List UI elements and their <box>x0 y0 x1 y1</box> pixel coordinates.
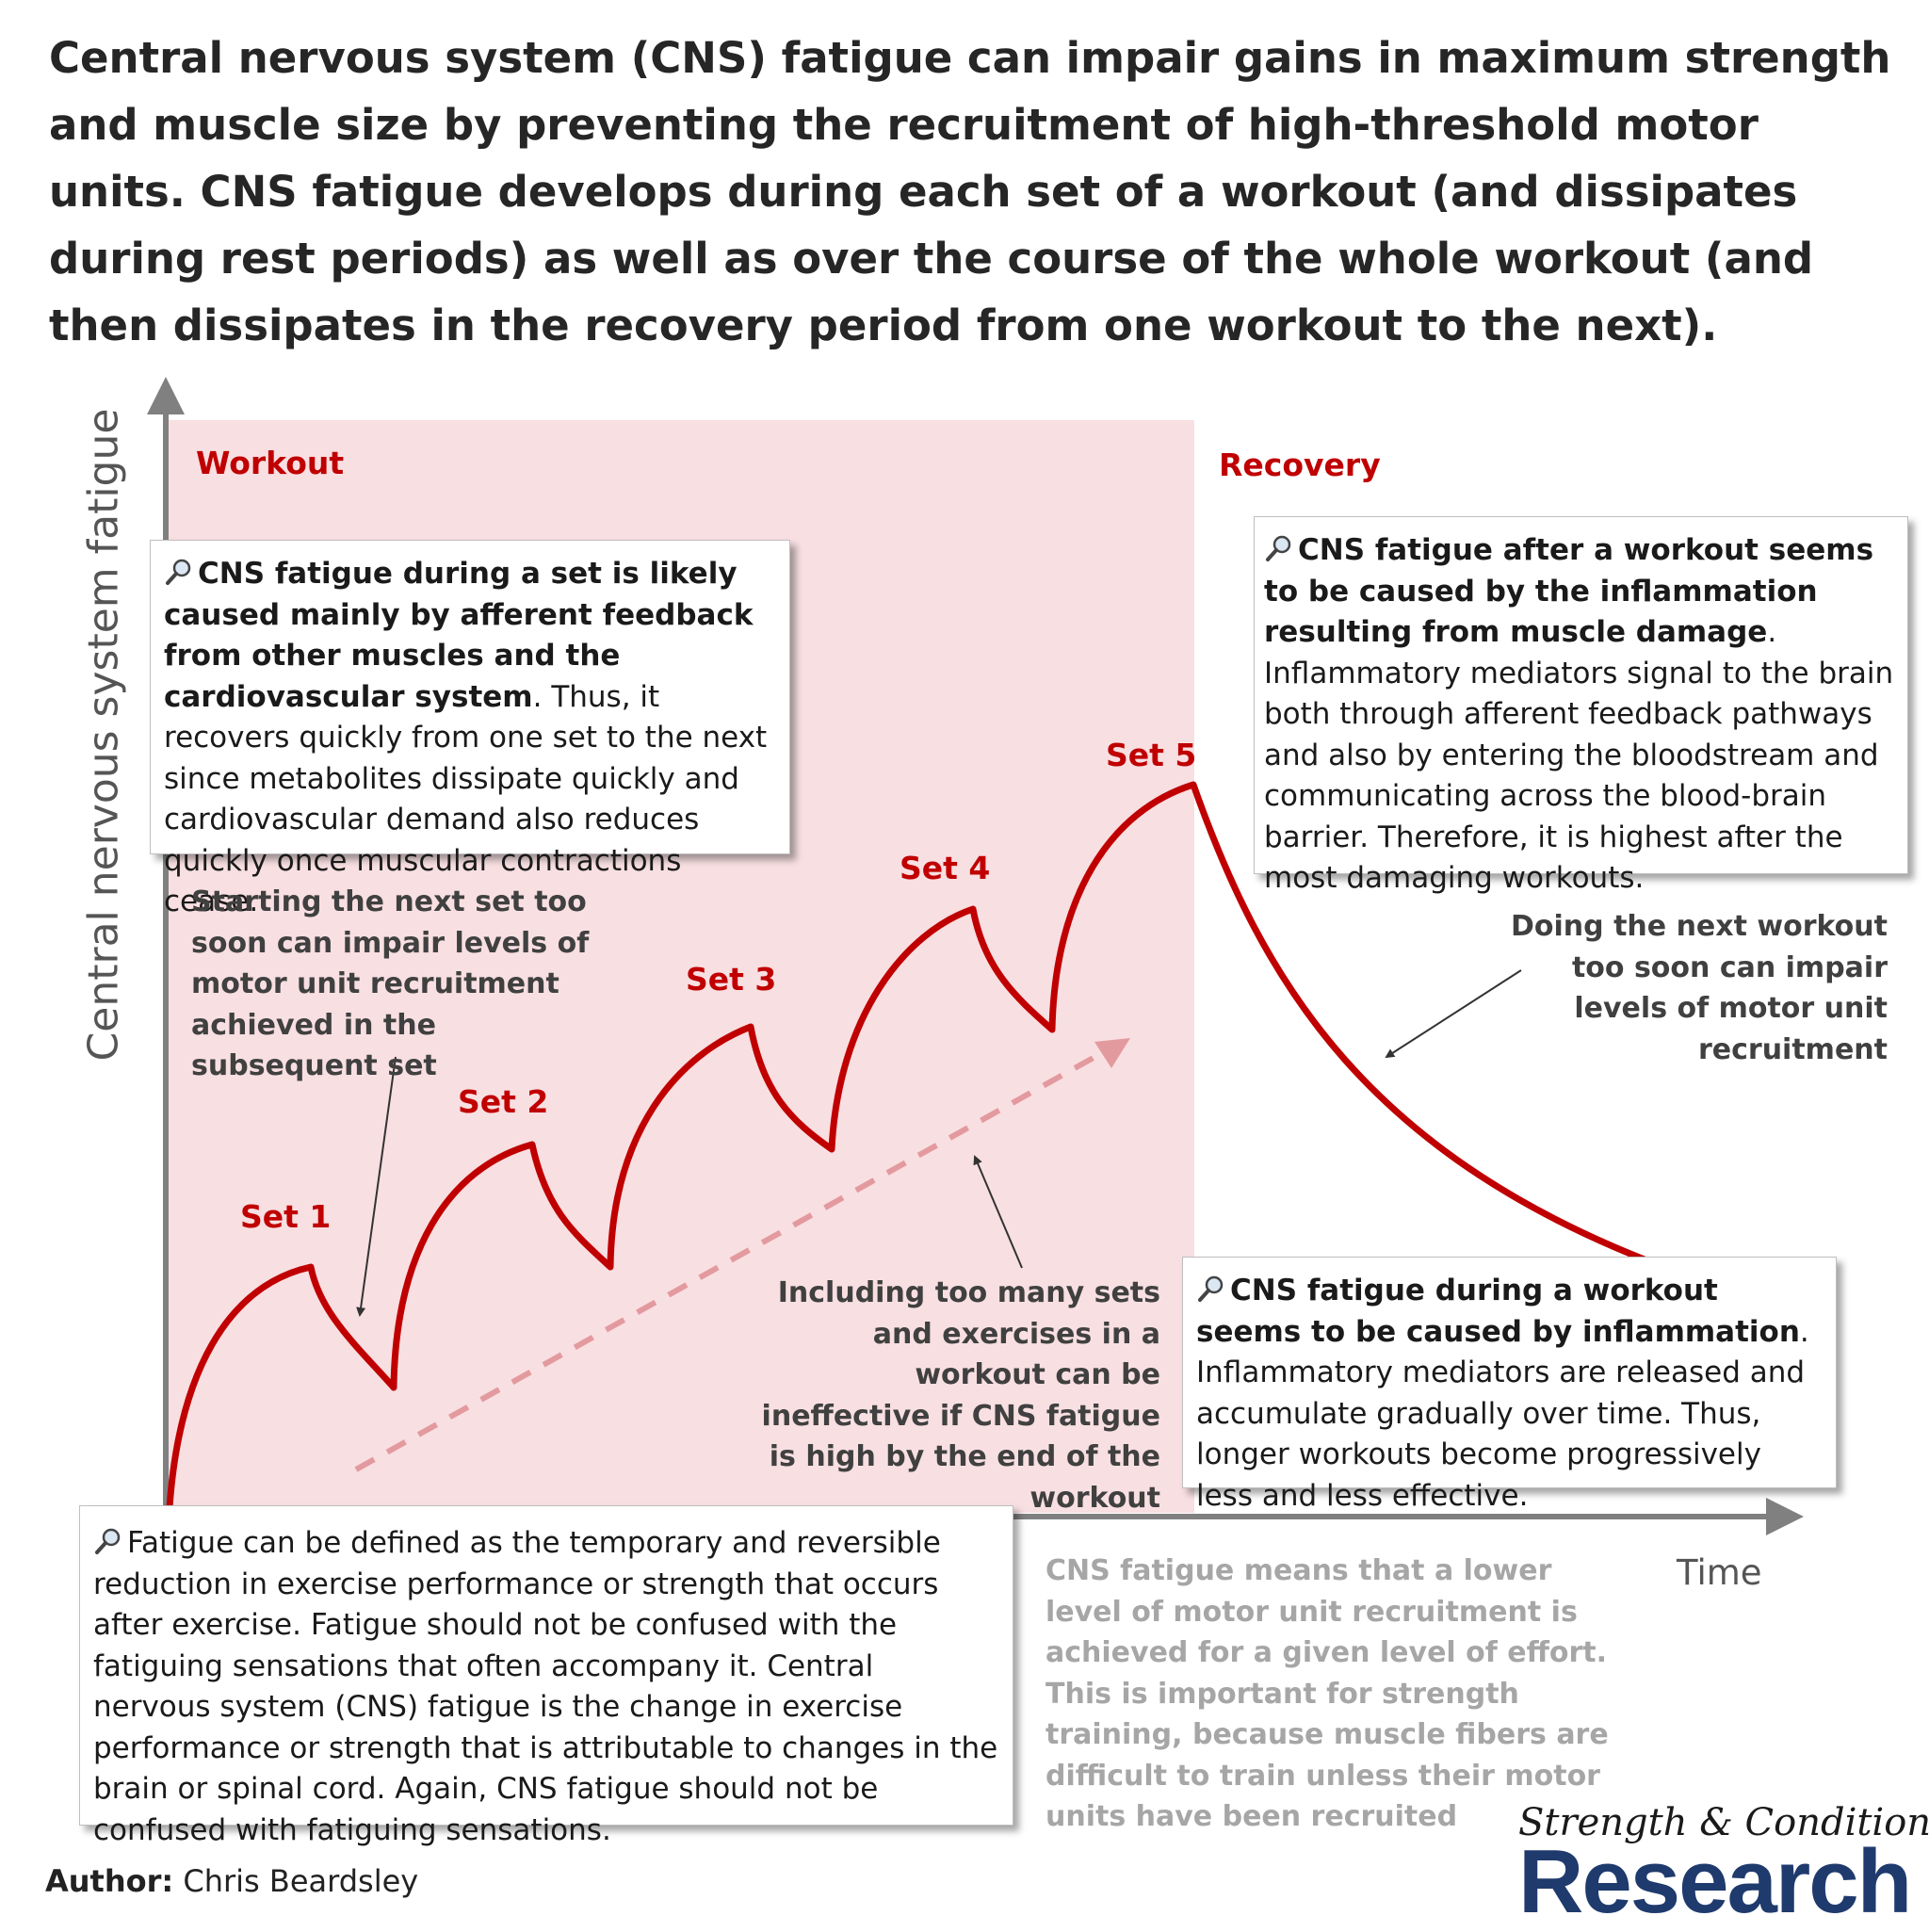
fatigue-definition-callout: Fatigue can be defined as the temporary … <box>79 1505 1013 1847</box>
magnifying-glass-icon <box>1266 535 1291 561</box>
x-axis-label: Time <box>1677 1552 1762 1593</box>
set-label-5: Set 5 <box>1106 737 1197 773</box>
author-name: Chris Beardsley <box>183 1863 419 1899</box>
magnifying-glass-icon <box>166 559 191 585</box>
next-workout-note: Doing the next workout too soon can impa… <box>1511 910 1888 1066</box>
fatigue-definition-text: Fatigue can be defined as the temporary … <box>93 1526 998 1847</box>
logo-research-text: Research <box>1518 1831 1912 1932</box>
after-workout-callout: CNS fatigue after a workout seems to be … <box>1254 516 1908 895</box>
during-workout-callout: CNS fatigue during a workout seems to be… <box>1182 1257 1837 1513</box>
after-workout-callout-bold: CNS fatigue after a workout seems to be … <box>1264 533 1874 649</box>
y-axis-label: Central nervous system fatigue <box>79 408 128 1062</box>
next-set-note: Starting the next set too soon can impai… <box>191 885 590 1082</box>
magnifying-glass-icon <box>95 1528 121 1554</box>
next-workout-pointer <box>1385 969 1522 1059</box>
set-label-1: Set 1 <box>240 1198 332 1235</box>
set-fatigue-callout-bold: CNS fatigue during a set is likely cause… <box>164 557 754 714</box>
recovery-phase-label: Recovery <box>1219 446 1381 483</box>
x-axis-arrowhead <box>1766 1498 1804 1535</box>
author-label: Author: <box>45 1863 174 1899</box>
headline: Central nervous system (CNS) fatigue can… <box>49 33 1891 350</box>
magnifying-glass-icon <box>1198 1275 1224 1302</box>
trend-arrowhead <box>1094 1038 1130 1068</box>
set-label-2: Set 2 <box>458 1083 549 1120</box>
during-workout-callout-bold: CNS fatigue during a workout seems to be… <box>1196 1274 1800 1349</box>
during-workout-callout-text: . Inflammatory mediators are released an… <box>1196 1314 1809 1513</box>
logo-script-text: Strength & Conditioning <box>1518 1801 1929 1844</box>
set-fatigue-callout: CNS fatigue during a set is likely cause… <box>150 540 790 918</box>
fatigue-curve <box>166 781 1678 1508</box>
set-label-4: Set 4 <box>900 850 991 886</box>
recruitment-note: CNS fatigue means that a lower level of … <box>1046 1554 1609 1833</box>
set-label-3: Set 3 <box>686 961 777 998</box>
author-credit: Author: Chris Beardsley <box>45 1863 418 1899</box>
set-fatigue-callout-text: . Thus, it recovers quickly from one set… <box>164 679 768 919</box>
workout-phase-label: Workout <box>196 445 345 481</box>
trend-arrow-line <box>354 1047 1109 1472</box>
too-many-sets-pointer <box>973 1155 1023 1269</box>
y-axis-arrowhead <box>147 377 185 414</box>
too-many-sets-note: Including too many sets and exercises in… <box>761 1276 1160 1515</box>
next-set-pointer <box>356 1056 397 1317</box>
after-workout-callout-text: . Inflammatory mediators signal to the b… <box>1264 615 1894 895</box>
